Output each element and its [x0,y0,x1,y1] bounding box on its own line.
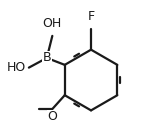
Text: F: F [88,10,95,23]
Text: O: O [47,110,57,123]
Text: OH: OH [43,17,62,30]
Text: HO: HO [7,61,26,74]
Text: B: B [43,51,51,64]
